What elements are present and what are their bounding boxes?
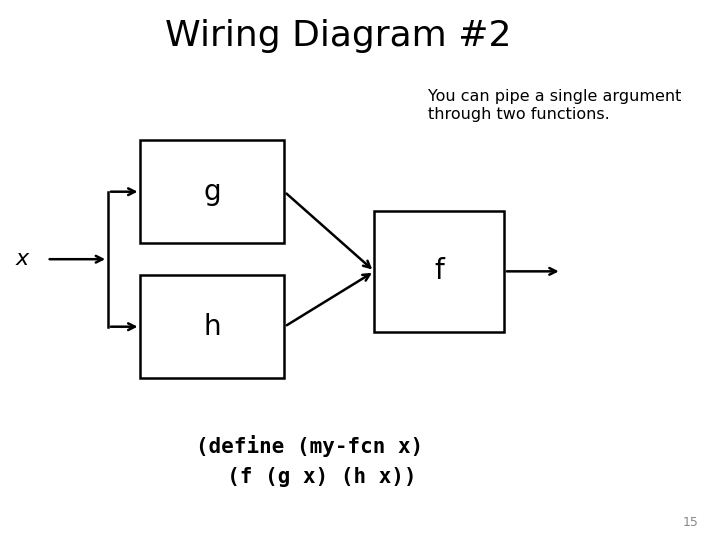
Text: g: g bbox=[204, 178, 221, 206]
Bar bbox=[140, 140, 284, 243]
Text: (define (my-fcn x): (define (my-fcn x) bbox=[196, 435, 423, 457]
Text: You can pipe a single argument
through two functions.: You can pipe a single argument through t… bbox=[428, 89, 682, 122]
Text: Wiring Diagram #2: Wiring Diagram #2 bbox=[165, 19, 512, 53]
Bar bbox=[140, 275, 284, 378]
Text: f: f bbox=[434, 258, 444, 285]
Text: x: x bbox=[16, 249, 29, 269]
Text: (f (g x) (h x)): (f (g x) (h x)) bbox=[202, 467, 417, 487]
Text: 15: 15 bbox=[683, 516, 698, 529]
Bar bbox=[374, 211, 504, 332]
Text: h: h bbox=[204, 313, 221, 341]
